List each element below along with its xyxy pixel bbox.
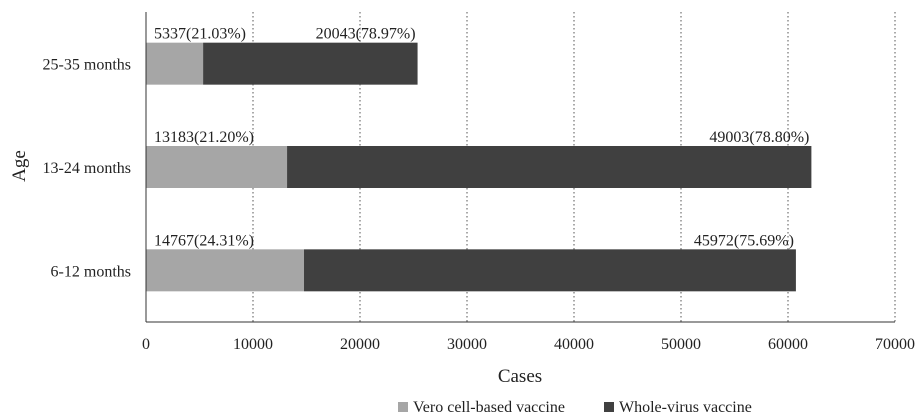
bar-segment-vero (146, 249, 305, 292)
data-label: 49003(78.80%) (709, 129, 809, 146)
x-tick-label: 30000 (447, 336, 487, 353)
x-tick-label: 0 (142, 336, 150, 353)
bar-segment-vero (146, 42, 204, 85)
x-tick-labels: 0 10000 20000 30000 40000 50000 60000 70000 (142, 336, 915, 353)
bar-segment-vero (146, 146, 288, 188)
x-tick-label: 10000 (233, 336, 273, 353)
category-label: 13-24 months (43, 160, 131, 177)
y-axis-title: Age (9, 150, 30, 182)
data-label: 5337(21.03%) (154, 26, 246, 43)
x-tick-label: 40000 (554, 336, 594, 353)
bar-segment-whole-virus (203, 42, 418, 85)
category-label: 6-12 months (51, 263, 131, 280)
axes (145, 12, 895, 323)
legend-swatch (398, 402, 408, 412)
legend-swatch (604, 402, 614, 412)
legend-label: Whole-virus vaccine (619, 399, 752, 416)
legend-label: Vero cell-based vaccine (413, 399, 565, 416)
data-labels: 5337(21.03%) 20043(78.97%) 13183(21.20%) 49… (154, 26, 809, 250)
data-label: 45972(75.69%) (694, 232, 794, 249)
x-tick-label: 20000 (340, 336, 380, 353)
bar-segment-whole-virus (304, 249, 796, 292)
data-label: 13183(21.20%) (154, 129, 254, 146)
x-tick-label: 50000 (661, 336, 701, 353)
x-tick-label: 60000 (768, 336, 808, 353)
category-label: 25-35 months (43, 57, 131, 74)
data-label: 14767(24.31%) (154, 232, 254, 249)
x-tick-label: 70000 (875, 336, 915, 353)
bars (146, 42, 812, 292)
data-label: 20043(78.97%) (316, 26, 416, 43)
bar-segment-whole-virus (287, 146, 812, 188)
legend: Vero cell-based vaccine Whole-virus vacci… (398, 399, 752, 416)
category-labels: 25-35 months 13-24 months 6-12 months (43, 57, 131, 281)
x-axis-title: Cases (498, 366, 542, 387)
